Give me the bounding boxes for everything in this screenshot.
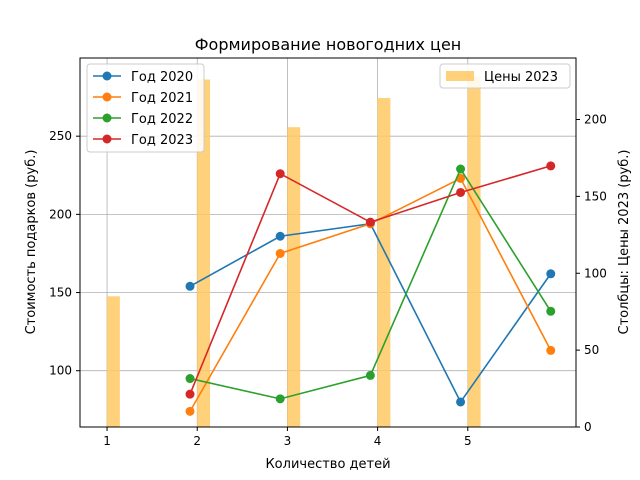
data-point (275, 231, 285, 241)
legend-label: Цены 2023 (484, 70, 558, 85)
data-point (185, 389, 195, 399)
legend-marker (102, 113, 112, 123)
x-axis-ticks: 1 2 3 4 5 (103, 427, 472, 448)
right-tick-label: 100 (584, 266, 607, 280)
right-tick-label: 0 (584, 420, 592, 434)
data-point (275, 248, 285, 258)
bar (106, 296, 120, 427)
data-point (456, 187, 466, 197)
data-point (365, 370, 375, 380)
legend-label: Год 2020 (131, 70, 193, 85)
left-axis-ticks: 100 150 200 250 (49, 129, 80, 378)
series-line (189, 165, 551, 395)
legend-box (439, 63, 571, 89)
left-axis-label: Стоимость подарков (руб.) (24, 150, 39, 335)
left-tick-label: 200 (49, 207, 72, 221)
data-point (456, 164, 466, 174)
data-point (546, 161, 556, 171)
legend-marker (102, 71, 112, 81)
data-point (185, 374, 195, 384)
x-tick-label: 1 (103, 434, 111, 448)
right-tick-label: 50 (584, 343, 599, 357)
legend-lines: Год 2020 Год 2021 Год 2022 Год 2023 (86, 63, 205, 153)
data-point (275, 394, 285, 404)
bar (197, 79, 211, 428)
data-point (275, 169, 285, 179)
data-point (546, 306, 556, 316)
right-axis-label: Столбцы: Цены 2023 (руб.) (617, 150, 632, 335)
right-tick-label: 150 (584, 189, 607, 203)
x-tick-label: 4 (374, 434, 382, 448)
legend-label: Год 2022 (131, 112, 193, 127)
x-axis-label: Количество детей (265, 457, 390, 472)
data-point (185, 281, 195, 291)
left-tick-label: 250 (49, 129, 72, 143)
plot-frame (79, 57, 577, 428)
right-tick-label: 200 (584, 113, 607, 127)
legend-marker (102, 134, 112, 144)
series-line (189, 167, 552, 400)
legend-bar-swatch (446, 71, 474, 81)
chart-title: Формирование новогодних цен (195, 35, 462, 54)
right-axis-ticks: 0 50 100 150 200 (576, 113, 607, 434)
legend-bars: Цены 2023 (439, 63, 571, 89)
line-series (185, 161, 556, 416)
x-tick-label: 3 (284, 434, 292, 448)
legend-label: Год 2023 (131, 133, 193, 148)
data-point (546, 269, 556, 279)
left-tick-label: 150 (49, 286, 72, 300)
data-point (456, 397, 466, 407)
bar (287, 127, 301, 427)
x-tick-label: 2 (193, 434, 201, 448)
left-tick-label: 100 (49, 364, 72, 378)
legend-box (86, 63, 205, 153)
data-point (365, 217, 375, 227)
bar (377, 97, 391, 427)
bar (467, 76, 481, 427)
data-point (185, 406, 195, 416)
legend-label: Год 2021 (131, 91, 193, 106)
bar-series (106, 76, 481, 428)
legend-marker (102, 92, 112, 102)
data-point (546, 345, 556, 355)
x-tick-label: 5 (464, 434, 472, 448)
